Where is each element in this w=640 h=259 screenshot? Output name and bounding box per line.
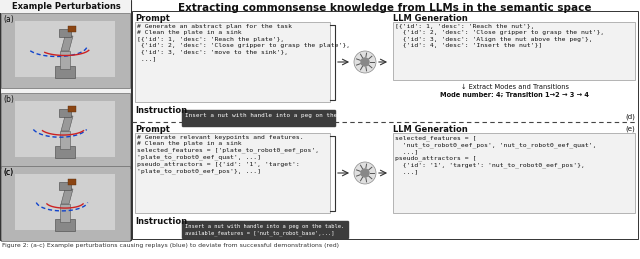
FancyBboxPatch shape	[60, 204, 70, 222]
Text: Mode number: 4; Transition 1→2 → 3 → 4: Mode number: 4; Transition 1→2 → 3 → 4	[440, 92, 589, 98]
Text: (d): (d)	[625, 114, 635, 120]
Circle shape	[361, 58, 369, 66]
FancyBboxPatch shape	[68, 26, 76, 32]
Polygon shape	[61, 189, 73, 204]
FancyBboxPatch shape	[60, 131, 70, 149]
Text: Example Perturbations: Example Perturbations	[12, 2, 120, 11]
FancyBboxPatch shape	[55, 66, 75, 78]
FancyBboxPatch shape	[55, 146, 75, 158]
FancyBboxPatch shape	[0, 0, 131, 13]
Polygon shape	[61, 116, 73, 131]
FancyBboxPatch shape	[59, 109, 71, 117]
FancyBboxPatch shape	[393, 133, 635, 213]
FancyBboxPatch shape	[1, 93, 130, 168]
Text: (b): (b)	[3, 95, 14, 104]
Text: Figure 2: (a-c) Example perturbations causing replays (blue) to deviate from suc: Figure 2: (a-c) Example perturbations ca…	[2, 243, 339, 248]
Text: LLM Generation: LLM Generation	[393, 14, 468, 23]
Text: Insert a nut with handle into a peg on the table.
available_features = ['nut_to_: Insert a nut with handle into a peg on t…	[185, 224, 344, 236]
Text: Prompt: Prompt	[135, 14, 170, 23]
FancyBboxPatch shape	[59, 29, 71, 37]
FancyBboxPatch shape	[0, 0, 131, 240]
Text: (a): (a)	[3, 15, 13, 24]
Text: Insert a nut with handle into a peg on the table.: Insert a nut with handle into a peg on t…	[185, 113, 363, 118]
Text: Instruction: Instruction	[135, 106, 187, 115]
FancyBboxPatch shape	[135, 22, 330, 102]
Text: (c): (c)	[3, 168, 13, 177]
Circle shape	[361, 169, 369, 177]
Text: LLM Generation: LLM Generation	[393, 125, 468, 134]
FancyBboxPatch shape	[15, 174, 115, 230]
Text: [{'id': 1, 'desc': 'Reach the nut'},
  {'id': 2, 'desc': 'Close gripper to grasp: [{'id': 1, 'desc': 'Reach the nut'}, {'i…	[395, 24, 604, 48]
Text: Extracting commonsense knowledge from LLMs in the semantic space: Extracting commonsense knowledge from LL…	[179, 3, 592, 13]
FancyBboxPatch shape	[15, 101, 115, 157]
FancyBboxPatch shape	[182, 221, 349, 239]
FancyBboxPatch shape	[15, 21, 115, 77]
Text: Instruction: Instruction	[135, 217, 187, 226]
FancyBboxPatch shape	[135, 133, 330, 213]
FancyBboxPatch shape	[68, 179, 76, 185]
Text: (c): (c)	[3, 168, 13, 177]
Text: # Generate an abstract plan for the task
# Clean the plate in a sink
[{'id': 1, : # Generate an abstract plan for the task…	[137, 24, 350, 61]
FancyBboxPatch shape	[55, 219, 75, 231]
Text: # Generate relevant keypoints and features.
# Clean the plate in a sink
selected: # Generate relevant keypoints and featur…	[137, 135, 319, 175]
FancyBboxPatch shape	[59, 182, 71, 190]
Text: selected_features = [
  'nut_to_robot0_eef_pos', 'nut_to_robot0_eef_quat',
  ...: selected_features = [ 'nut_to_robot0_eef…	[395, 135, 596, 175]
FancyBboxPatch shape	[393, 22, 635, 80]
Circle shape	[354, 162, 376, 184]
Circle shape	[354, 51, 376, 73]
FancyBboxPatch shape	[182, 110, 336, 127]
FancyBboxPatch shape	[1, 166, 130, 241]
Text: ↓ Extract Modes and Transitions: ↓ Extract Modes and Transitions	[461, 84, 569, 90]
FancyBboxPatch shape	[68, 106, 76, 112]
FancyBboxPatch shape	[1, 13, 130, 88]
Text: Prompt: Prompt	[135, 125, 170, 134]
FancyBboxPatch shape	[60, 51, 70, 69]
Polygon shape	[61, 36, 73, 51]
FancyBboxPatch shape	[132, 11, 638, 239]
Text: (e): (e)	[625, 125, 635, 132]
